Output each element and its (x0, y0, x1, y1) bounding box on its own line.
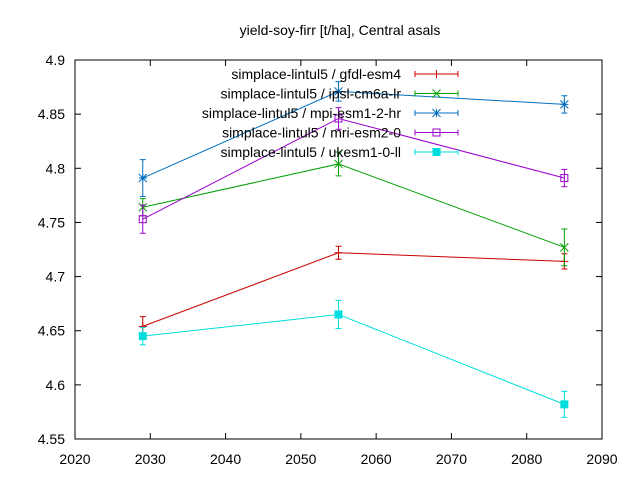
plot-frame (74, 59, 603, 440)
legend-entry-1: simplace-lintul5 / ipsl-cm6a-lr (221, 86, 459, 102)
data-point (138, 215, 147, 224)
x-tick-label: 2070 (436, 451, 467, 467)
data-point (334, 310, 343, 319)
legend-entry-4: simplace-lintul5 / ukesm1-0-ll (220, 144, 459, 160)
legend-entry-3: simplace-lintul5 / mri-esm2-0 (222, 125, 459, 141)
x-tick-label: 2040 (210, 451, 241, 467)
legend-entry-2: simplace-lintul5 / mpi-esm1-2-hr (202, 105, 459, 121)
data-point (560, 242, 569, 252)
legend-label: simplace-lintul5 / mpi-esm1-2-hr (202, 105, 402, 121)
legend-marker (432, 70, 441, 78)
legend-label: simplace-lintul5 / gfdl-esm4 (231, 66, 401, 82)
series-1 (138, 151, 569, 267)
data-point (138, 173, 148, 183)
y-tick-label: 4.85 (38, 106, 65, 122)
x-tick-label: 2090 (586, 451, 617, 467)
legend-label: simplace-lintul5 / ipsl-cm6a-lr (221, 86, 402, 102)
series-4 (138, 299, 569, 418)
data-point (560, 400, 569, 409)
legend-label: simplace-lintul5 / mri-esm2-0 (222, 125, 401, 141)
y-tick-label: 4.75 (38, 214, 65, 230)
data-point (560, 100, 569, 109)
y-tick-label: 4.8 (46, 160, 66, 176)
legend-label: simplace-lintul5 / ukesm1-0-ll (220, 144, 401, 160)
x-tick-label: 2050 (285, 451, 316, 467)
data-point (334, 248, 343, 257)
series-line (142, 252, 565, 327)
legend-marker (432, 108, 441, 118)
legend-marker (432, 89, 441, 98)
data-point (560, 174, 569, 183)
x-tick-label: 2080 (511, 451, 542, 467)
y-tick-label: 4.6 (46, 377, 66, 393)
legend-marker (432, 148, 441, 156)
series-line (142, 163, 565, 248)
x-tick-label: 2020 (59, 451, 90, 467)
data-point (334, 87, 343, 96)
data-point (334, 159, 343, 169)
data-point (334, 114, 343, 123)
legend: simplace-lintul5 / gfdl-esm4 simplace-lin… (202, 66, 459, 160)
y-tick-label: 4.9 (46, 52, 66, 68)
y-axis: 4.55 4.6 4.65 4.7 4.75 4.8 4.85 4.9 (38, 52, 602, 447)
series-layer (138, 81, 569, 418)
y-tick-label: 4.7 (46, 269, 66, 285)
series-2 (138, 81, 569, 197)
chart-title: yield-soy-firr [t/ha], Central asals (240, 22, 441, 38)
legend-marker (432, 128, 441, 137)
x-axis: 2020 2030 2040 2050 2060 2070 2080 2090 (59, 60, 618, 467)
y-tick-label: 4.65 (38, 323, 65, 339)
data-point (138, 332, 147, 341)
series-0 (138, 245, 569, 337)
x-tick-label: 2030 (135, 451, 166, 467)
legend-entry-0: simplace-lintul5 / gfdl-esm4 (231, 66, 459, 82)
y-tick-label: 4.55 (38, 431, 65, 447)
series-line (142, 313, 565, 405)
series-3 (138, 107, 569, 234)
x-tick-label: 2060 (361, 451, 392, 467)
